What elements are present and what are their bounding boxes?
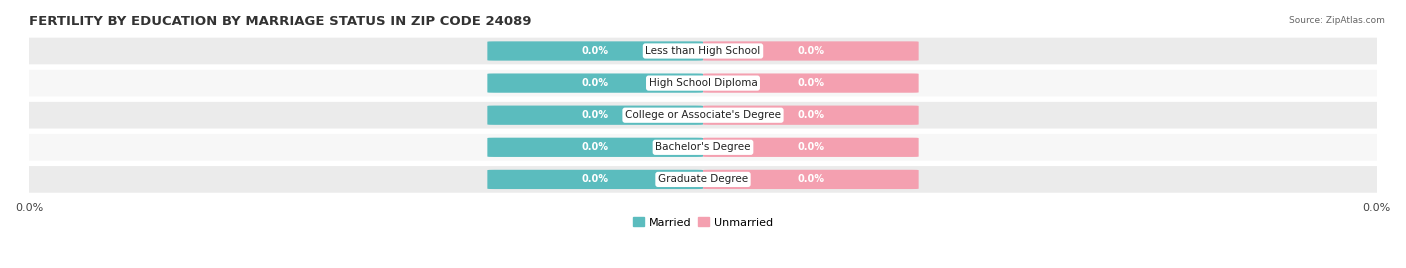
Text: 0.0%: 0.0% bbox=[797, 46, 824, 56]
Text: Source: ZipAtlas.com: Source: ZipAtlas.com bbox=[1289, 16, 1385, 25]
Text: 0.0%: 0.0% bbox=[797, 78, 824, 88]
FancyBboxPatch shape bbox=[703, 41, 918, 61]
FancyBboxPatch shape bbox=[488, 41, 703, 61]
FancyBboxPatch shape bbox=[488, 170, 703, 189]
FancyBboxPatch shape bbox=[0, 70, 1406, 96]
FancyBboxPatch shape bbox=[0, 166, 1406, 193]
FancyBboxPatch shape bbox=[488, 73, 703, 93]
FancyBboxPatch shape bbox=[0, 134, 1406, 161]
Text: Less than High School: Less than High School bbox=[645, 46, 761, 56]
Text: 0.0%: 0.0% bbox=[582, 142, 609, 152]
Text: 0.0%: 0.0% bbox=[797, 174, 824, 184]
Legend: Married, Unmarried: Married, Unmarried bbox=[633, 217, 773, 228]
FancyBboxPatch shape bbox=[488, 106, 703, 125]
FancyBboxPatch shape bbox=[488, 138, 703, 157]
FancyBboxPatch shape bbox=[703, 106, 918, 125]
Text: 0.0%: 0.0% bbox=[582, 174, 609, 184]
Text: College or Associate's Degree: College or Associate's Degree bbox=[626, 110, 780, 120]
Text: FERTILITY BY EDUCATION BY MARRIAGE STATUS IN ZIP CODE 24089: FERTILITY BY EDUCATION BY MARRIAGE STATU… bbox=[30, 15, 531, 28]
FancyBboxPatch shape bbox=[0, 102, 1406, 129]
FancyBboxPatch shape bbox=[703, 170, 918, 189]
Text: Bachelor's Degree: Bachelor's Degree bbox=[655, 142, 751, 152]
Text: 0.0%: 0.0% bbox=[582, 78, 609, 88]
Text: Graduate Degree: Graduate Degree bbox=[658, 174, 748, 184]
Text: 0.0%: 0.0% bbox=[582, 46, 609, 56]
FancyBboxPatch shape bbox=[0, 38, 1406, 64]
FancyBboxPatch shape bbox=[703, 73, 918, 93]
Text: 0.0%: 0.0% bbox=[582, 110, 609, 120]
Text: High School Diploma: High School Diploma bbox=[648, 78, 758, 88]
FancyBboxPatch shape bbox=[703, 138, 918, 157]
Text: 0.0%: 0.0% bbox=[797, 142, 824, 152]
Text: 0.0%: 0.0% bbox=[797, 110, 824, 120]
